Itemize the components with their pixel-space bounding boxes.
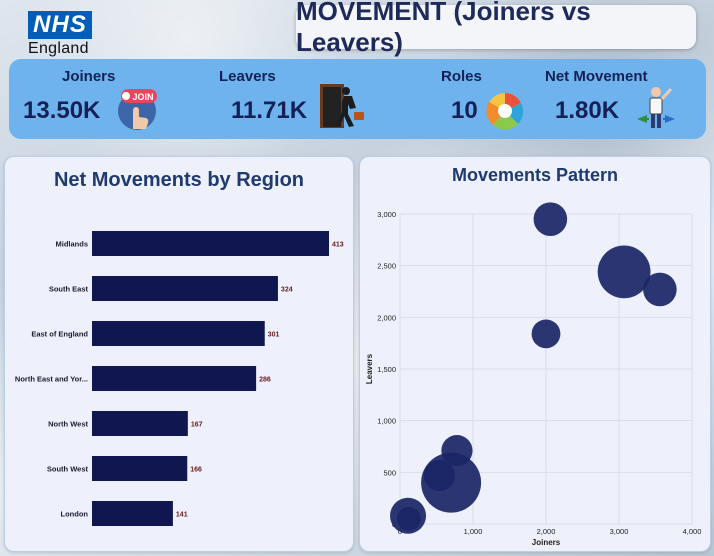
bar-category-label: East of England bbox=[31, 330, 88, 339]
role-wheel-icon bbox=[485, 91, 525, 136]
svg-text:JOIN: JOIN bbox=[132, 92, 153, 102]
kpi-bar: Joiners 13.50K JOIN Leavers 11.71K Roles… bbox=[9, 59, 706, 139]
x-tick-label: 2,000 bbox=[537, 527, 556, 536]
nhs-logo: NHS England bbox=[28, 11, 92, 58]
region-bar-chart: Midlands 413 South East 324 East of England 3… bbox=[15, 231, 344, 526]
kpi-net-label: Net Movement bbox=[545, 68, 648, 85]
pattern-chart-title: Movements Pattern bbox=[451, 165, 619, 185]
scatter-bubble bbox=[396, 506, 421, 531]
bar-value-label: 286 bbox=[259, 377, 271, 384]
kpi-roles-label: Roles bbox=[441, 68, 482, 85]
kpi-roles-value: 10 bbox=[451, 97, 478, 124]
kpi-leavers-value: 11.71K bbox=[231, 97, 308, 124]
x-tick-label: 1,000 bbox=[464, 527, 483, 536]
bar-category-label: North West bbox=[48, 420, 88, 429]
bar-category-label: North East and Yor... bbox=[15, 375, 88, 384]
scatter-bubble bbox=[421, 452, 482, 513]
nhs-mark: NHS bbox=[28, 11, 92, 39]
x-tick-label: 3,000 bbox=[610, 527, 629, 536]
person-arrows-icon bbox=[635, 85, 677, 136]
page-title: MOVEMENT (Joiners vs Leavers) bbox=[296, 0, 591, 57]
kpi-joiners-value: 13.50K bbox=[23, 97, 101, 124]
bar bbox=[92, 366, 257, 391]
bar bbox=[92, 411, 188, 436]
region-chart-panel: Net Movements by Region Midlands 413 South… bbox=[4, 156, 354, 552]
pattern-chart-panel: Movements Pattern 05001,0001,5002,0002,5… bbox=[359, 156, 711, 552]
bar bbox=[92, 231, 329, 256]
y-tick-label: 1,500 bbox=[377, 365, 396, 374]
page-title-box: MOVEMENT (Joiners vs Leavers) bbox=[296, 0, 696, 57]
region-chart-title: Net Movements by Region bbox=[53, 169, 305, 191]
movement-scatter-chart: 05001,0001,5002,0002,5003,00001,0002,000… bbox=[365, 202, 702, 547]
kpi-joiners-label: Joiners bbox=[62, 68, 116, 85]
bar-category-label: London bbox=[61, 510, 89, 519]
y-tick-label: 1,000 bbox=[377, 417, 396, 426]
y-axis-title: Leavers bbox=[365, 353, 374, 384]
bar-value-label: 413 bbox=[332, 242, 344, 249]
scatter-bubble bbox=[643, 272, 677, 307]
exit-door-icon bbox=[318, 82, 368, 135]
x-tick-label: 4,000 bbox=[683, 527, 702, 536]
bar-category-label: South West bbox=[47, 465, 89, 474]
join-button-icon: JOIN bbox=[117, 85, 161, 136]
scatter-bubble bbox=[531, 319, 561, 349]
bar-value-label: 166 bbox=[190, 467, 202, 474]
bar-value-label: 141 bbox=[176, 512, 188, 519]
bar bbox=[92, 276, 278, 301]
bar-category-label: South East bbox=[49, 285, 89, 294]
bar bbox=[92, 501, 173, 526]
x-axis-title: Joiners bbox=[532, 538, 561, 547]
bar bbox=[92, 456, 188, 481]
scatter-bubble bbox=[597, 245, 651, 299]
y-tick-label: 3,000 bbox=[377, 210, 396, 219]
bar bbox=[92, 321, 265, 346]
bar-value-label: 324 bbox=[281, 287, 293, 294]
bar-category-label: Midlands bbox=[55, 240, 88, 249]
y-tick-label: 500 bbox=[383, 468, 396, 477]
y-tick-label: 2,500 bbox=[377, 262, 396, 271]
kpi-net-value: 1.80K bbox=[555, 97, 620, 124]
y-tick-label: 2,000 bbox=[377, 313, 396, 322]
nhs-region: England bbox=[28, 40, 89, 57]
scatter-bubble bbox=[533, 202, 568, 236]
kpi-leavers-label: Leavers bbox=[219, 68, 276, 85]
bar-value-label: 301 bbox=[268, 332, 280, 339]
bar-value-label: 167 bbox=[191, 422, 203, 429]
